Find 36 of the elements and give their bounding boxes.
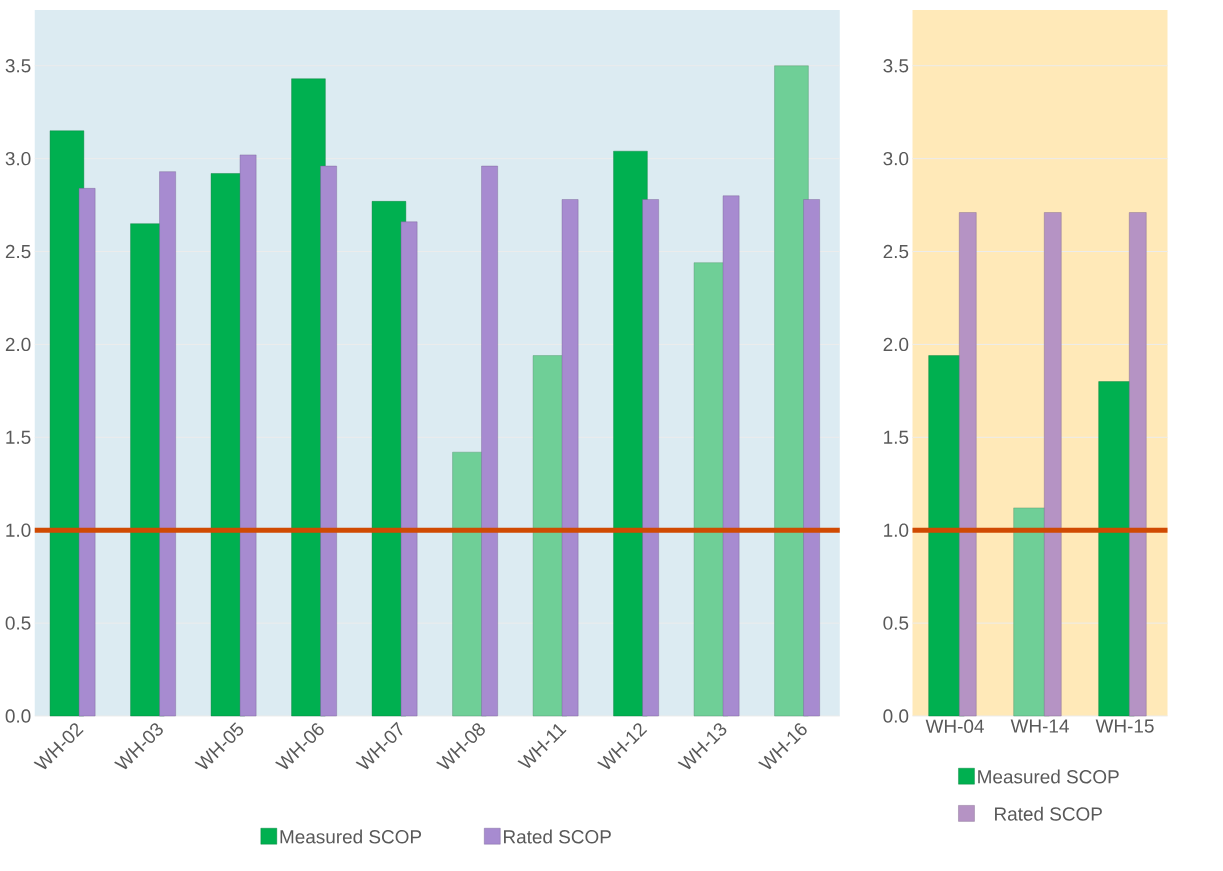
- y-tick-label: 1.0: [6, 523, 31, 537]
- y-tick-label: 3.0: [5, 151, 31, 166]
- y-tick-label: 3.5: [5, 59, 31, 73]
- legend-label: Rated SCOP: [504, 829, 611, 844]
- y-tick-label: 0.5: [5, 616, 31, 630]
- y-tick-label: 1.0: [884, 523, 909, 537]
- y-tick-label: 3.5: [883, 59, 909, 73]
- bar: [803, 199, 820, 717]
- y-tick-label: 1.5: [6, 430, 31, 444]
- y-tick-label: 2.5: [5, 244, 31, 259]
- x-tick-label: WH-14: [1010, 719, 1069, 733]
- bar: [320, 165, 337, 717]
- legend-label: Measured SCOP: [978, 769, 1119, 784]
- y-tick-label: 2.0: [883, 337, 909, 352]
- y-tick-label: 2.5: [883, 244, 909, 259]
- bar: [1129, 212, 1147, 717]
- bar: [959, 212, 977, 717]
- bar: [239, 154, 257, 717]
- bar: [1044, 212, 1062, 717]
- y-tick-label: 1.5: [884, 430, 909, 444]
- y-tick-label: 2.0: [5, 337, 31, 352]
- bar: [78, 188, 96, 717]
- bar: [481, 165, 498, 717]
- bar: [722, 195, 740, 717]
- x-tick-label: WH-15: [1095, 719, 1154, 733]
- y-tick-label: 0.0: [5, 709, 31, 723]
- legend-label: Measured SCOP: [280, 829, 422, 844]
- legend-label: Rated SCOP: [995, 806, 1102, 821]
- y-tick-label: 3.0: [883, 151, 909, 166]
- bar: [400, 221, 418, 717]
- y-tick-label: 0.0: [883, 709, 909, 723]
- bar: [159, 171, 176, 717]
- x-tick-label: WH-04: [925, 719, 984, 733]
- bar: [561, 199, 579, 717]
- bar: [642, 199, 659, 717]
- y-tick-label: 0.5: [883, 616, 909, 630]
